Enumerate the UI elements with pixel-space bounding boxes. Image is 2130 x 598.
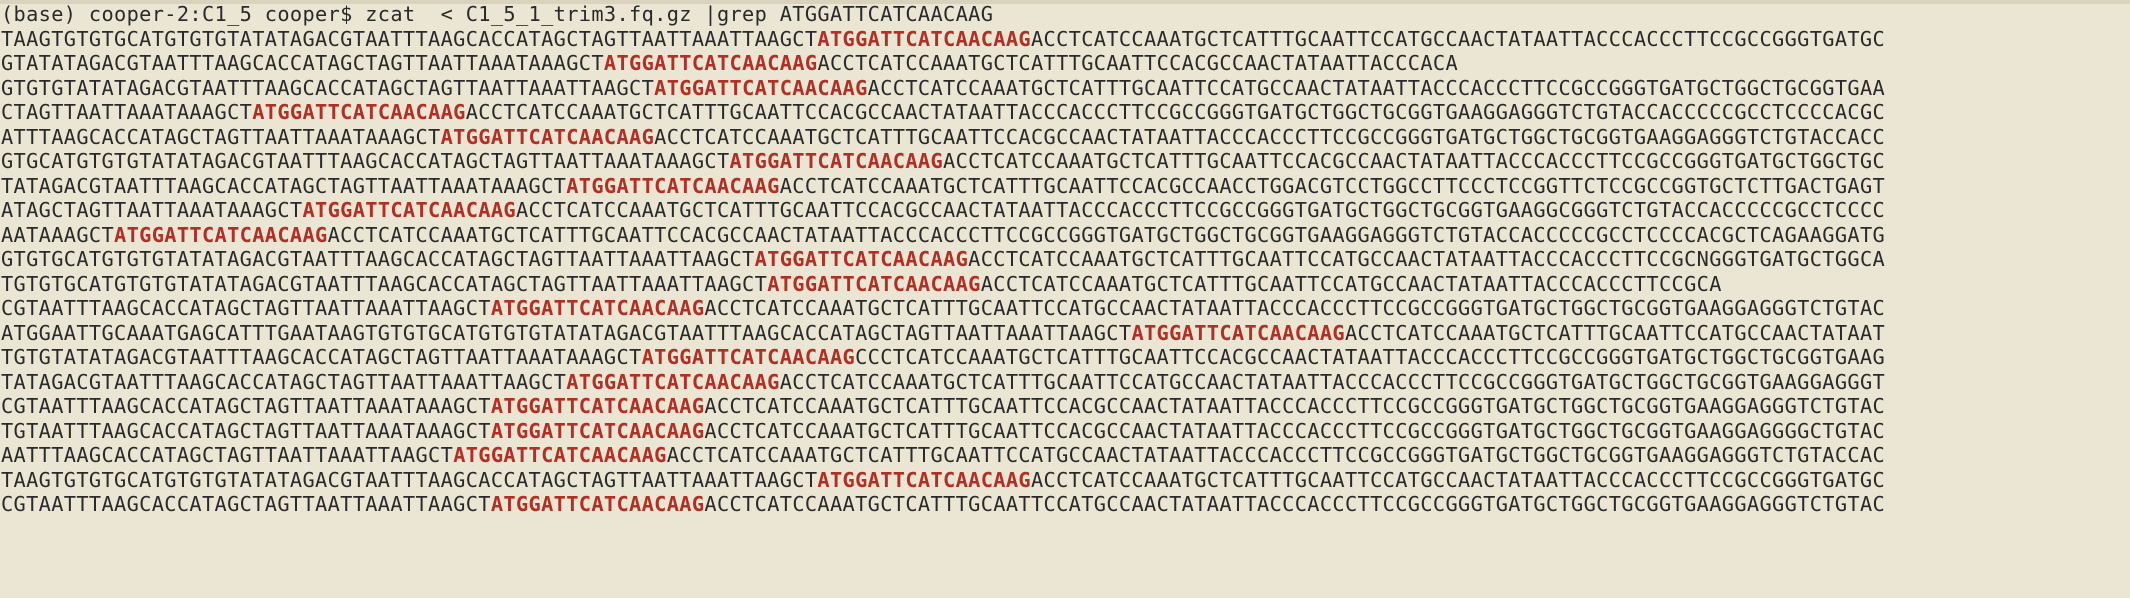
sequence-after: ACCTCATCCAAATGCTCATTTGCAATTCCACGCCAACTAT… — [704, 418, 1886, 443]
highlighted-match: ATGGATTCATCAACAAG — [490, 418, 705, 443]
sequence-after: ACCTCATCCAAATGCTCATTTGCAATTCCATGCCAACTAT… — [1344, 320, 1886, 345]
sequence-after: ACCTCATCCAAATGCTCATTTGCAATTCCACGCCAACTAT… — [817, 51, 1459, 75]
shell-command: zcat < C1_5_1_trim3.fq.gz |grep ATGGATTC… — [365, 2, 994, 26]
sequence-after: ACCTCATCCAAATGCTCATTTGCAATTCCACGCCAACTAT… — [654, 124, 1886, 149]
sequence-before: GTGTGCATGTGTGTATATAGACGTAATTTAAGCACCATAG… — [1, 247, 755, 271]
sequence-after: ACCTCATCCAAATGCTCATTTGCAATTCCACGCCAACTAT… — [943, 149, 1886, 173]
highlighted-match: ATGGATTCATCAACAAG — [490, 394, 705, 418]
highlighted-match: ATGGATTCATCAACAAG — [302, 198, 516, 222]
sequence-before: TAAGTGTGTGCATGTGTGTATATAGACGTAATTTAAGCAC… — [1, 467, 818, 492]
sequence-before: CGTAATTTAAGCACCATAGCTAGTTAATTAAATTAAGCT — [1, 296, 491, 320]
sequence-after: ACCTCATCCAAATGCTCATTTGCAATTCCATGCCAACTAT… — [1030, 26, 1886, 51]
sequence-after: ACCTCATCCAAATGCTCATTTGCAATTCCATGCCAACTAT… — [1030, 467, 1886, 492]
sequence-before: TATAGACGTAATTTAAGCACCATAGCTAGTTAATTAAATA… — [1, 173, 567, 198]
sequence-before: TATAGACGTAATTTAAGCACCATAGCTAGTTAATTAAATT… — [1, 369, 567, 394]
sequence-after: ACCTCATCCAAATGCTCATTTGCAATTCCACGCCAACTAT… — [704, 394, 1886, 418]
command-line: (base) cooper-2:C1_5 cooper$ zcat < C1_5… — [1, 2, 1885, 27]
output-line: CGTAATTTAAGCACCATAGCTAGTTAATTAAATAAAGCTA… — [1, 394, 1885, 419]
output-line: ATGGAATTGCAAATGAGCATTTGAATAAGTGTGTGCATGT… — [1, 321, 1885, 346]
output-line: CGTAATTTAAGCACCATAGCTAGTTAATTAAATTAAGCTA… — [1, 296, 1885, 321]
output-line: TGTGTGCATGTGTGTATATAGACGTAATTTAAGCACCATA… — [1, 272, 1885, 297]
shell-prompt: (base) cooper-2:C1_5 cooper$ — [1, 2, 366, 26]
output-line: TGTGTATATAGACGTAATTTAAGCACCATAGCTAGTTAAT… — [1, 345, 1885, 370]
highlighted-match: ATGGATTCATCAACAAG — [603, 51, 818, 75]
highlighted-match: ATGGATTCATCAACAAG — [1131, 320, 1345, 345]
highlighted-match: ATGGATTCATCAACAAG — [767, 271, 981, 296]
highlighted-match: ATGGATTCATCAACAAG — [252, 100, 466, 124]
sequence-after: ACCTCATCCAAATGCTCATTTGCAATTCCATGCCAACTAT… — [704, 296, 1886, 320]
sequence-after: ACCTCATCCAAATGCTCATTTGCAATTCCATGCCAACTAT… — [779, 369, 1886, 394]
output-line: GTATATAGACGTAATTTAAGCACCATAGCTAGTTAATTAA… — [1, 51, 1885, 76]
sequence-after: ACCTCATCCAAATGCTCATTTGCAATTCCATGCCAACTAT… — [968, 247, 1886, 271]
highlighted-match: ATGGATTCATCAACAAG — [490, 296, 705, 320]
output-line: AATAAAGCTATGGATTCATCAACAAGACCTCATCCAAATG… — [1, 223, 1885, 248]
output-line: CGTAATTTAAGCACCATAGCTAGTTAATTAAATTAAGCTA… — [1, 492, 1885, 517]
window-top-edge — [0, 0, 2130, 4]
terminal-output: (base) cooper-2:C1_5 cooper$ zcat < C1_5… — [1, 2, 1885, 517]
highlighted-match: ATGGATTCATCAACAAG — [453, 443, 667, 467]
sequence-before: ATAGCTAGTTAATTAAATAAAGCT — [1, 198, 303, 222]
highlighted-match: ATGGATTCATCAACAAG — [641, 345, 856, 369]
sequence-before: CTAGTTAATTAAATAAAGCT — [1, 100, 253, 124]
sequence-before: TGTAATTTAAGCACCATAGCTAGTTAATTAAATAAAGCT — [1, 418, 491, 443]
sequence-after: ACCTCATCCAAATGCTCATTTGCAATTCCATGCCAACTAT… — [867, 75, 1886, 100]
output-line: GTGTGCATGTGTGTATATAGACGTAATTTAAGCACCATAG… — [1, 247, 1885, 272]
sequence-before: TGTGTATATAGACGTAATTTAAGCACCATAGCTAGTTAAT… — [1, 345, 642, 369]
output-line: TGTAATTTAAGCACCATAGCTAGTTAATTAAATAAAGCTA… — [1, 419, 1885, 444]
sequence-after: ACCTCATCCAAATGCTCATTTGCAATTCCATGCCAACTAT… — [980, 271, 1722, 296]
sequence-before: GTGCATGTGTGTATATAGACGTAATTTAAGCACCATAGCT… — [1, 149, 730, 173]
highlighted-match: ATGGATTCATCAACAAG — [114, 222, 328, 247]
sequence-after: CCCTCATCCAAATGCTCATTTGCAATTCCACGCCAACTAT… — [855, 345, 1886, 369]
sequence-before: AATTTAAGCACCATAGCTAGTTAATTAAATTAAGCT — [1, 443, 454, 467]
sequence-before: TAAGTGTGTGCATGTGTGTATATAGACGTAATTTAAGCAC… — [1, 26, 818, 51]
highlighted-match: ATGGATTCATCAACAAG — [654, 75, 868, 100]
output-line: ATTTAAGCACCATAGCTAGTTAATTAAATAAAGCTATGGA… — [1, 125, 1885, 150]
sequence-before: AATAAAGCT — [1, 222, 115, 247]
highlighted-match: ATGGATTCATCAACAAG — [440, 124, 655, 149]
sequence-before: GTATATAGACGTAATTTAAGCACCATAGCTAGTTAATTAA… — [1, 51, 604, 75]
highlighted-match: ATGGATTCATCAACAAG — [490, 492, 705, 516]
highlighted-match: ATGGATTCATCAACAAG — [566, 173, 780, 198]
highlighted-match: ATGGATTCATCAACAAG — [729, 149, 944, 173]
highlighted-match: ATGGATTCATCAACAAG — [817, 26, 1031, 51]
sequence-after: ACCTCATCCAAATGCTCATTTGCAATTCCACGCCAACTAT… — [327, 222, 1886, 247]
sequence-after: ACCTCATCCAAATGCTCATTTGCAATTCCATGCCAACTAT… — [666, 443, 1886, 467]
highlighted-match: ATGGATTCATCAACAAG — [566, 369, 780, 394]
sequence-after: ACCTCATCCAAATGCTCATTTGCAATTCCATGCCAACTAT… — [704, 492, 1886, 516]
output-line: GTGCATGTGTGTATATAGACGTAATTTAAGCACCATAGCT… — [1, 149, 1885, 174]
output-line: AATTTAAGCACCATAGCTAGTTAATTAAATTAAGCTATGG… — [1, 443, 1885, 468]
highlighted-match: ATGGATTCATCAACAAG — [817, 467, 1031, 492]
output-line: TATAGACGTAATTTAAGCACCATAGCTAGTTAATTAAATT… — [1, 370, 1885, 395]
sequence-before: GTGTGTATATAGACGTAATTTAAGCACCATAGCTAGTTAA… — [1, 75, 655, 100]
sequence-before: ATGGAATTGCAAATGAGCATTTGAATAAGTGTGTGCATGT… — [1, 320, 1132, 345]
output-line: TAAGTGTGTGCATGTGTGTATATAGACGTAATTTAAGCAC… — [1, 27, 1885, 52]
output-line: ATAGCTAGTTAATTAAATAAAGCTATGGATTCATCAACAA… — [1, 198, 1885, 223]
output-line: TATAGACGTAATTTAAGCACCATAGCTAGTTAATTAAATA… — [1, 174, 1885, 199]
highlighted-match: ATGGATTCATCAACAAG — [754, 247, 969, 271]
sequence-before: CGTAATTTAAGCACCATAGCTAGTTAATTAAATTAAGCT — [1, 492, 491, 516]
sequence-before: CGTAATTTAAGCACCATAGCTAGTTAATTAAATAAAGCT — [1, 394, 491, 418]
output-line: GTGTGTATATAGACGTAATTTAAGCACCATAGCTAGTTAA… — [1, 76, 1885, 101]
sequence-before: ATTTAAGCACCATAGCTAGTTAATTAAATAAAGCT — [1, 124, 441, 149]
sequence-after: ACCTCATCCAAATGCTCATTTGCAATTCCACGCCAACTAT… — [515, 198, 1886, 222]
sequence-after: ACCTCATCCAAATGCTCATTTGCAATTCCACGCCAACTAT… — [465, 100, 1886, 124]
output-line: CTAGTTAATTAAATAAAGCTATGGATTCATCAACAAGACC… — [1, 100, 1885, 125]
output-line: TAAGTGTGTGCATGTGTGTATATAGACGTAATTTAAGCAC… — [1, 468, 1885, 493]
sequence-before: TGTGTGCATGTGTGTATATAGACGTAATTTAAGCACCATA… — [1, 271, 768, 296]
sequence-after: ACCTCATCCAAATGCTCATTTGCAATTCCACGCCAACCTG… — [779, 173, 1886, 198]
